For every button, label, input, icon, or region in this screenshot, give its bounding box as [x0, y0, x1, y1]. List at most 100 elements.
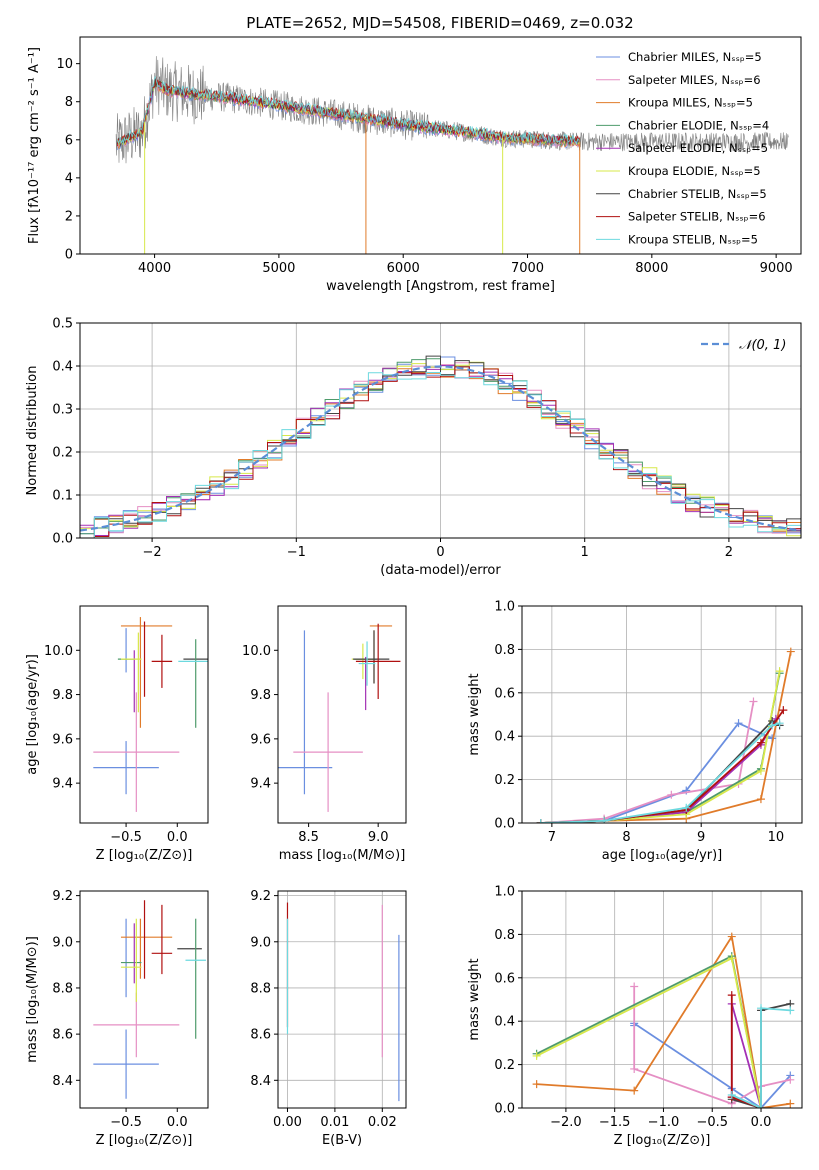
legend-label: Kroupa MILES, Nₛₛₚ=5: [628, 96, 753, 110]
residual-histogram: [80, 355, 801, 538]
weight-marker: [600, 816, 609, 823]
x-tick-label: 5000: [262, 261, 295, 276]
legend-label: Salpeter ELODIE, Nₛₛₚ=5: [628, 141, 768, 155]
plot-area: [93, 900, 206, 1099]
weight-marker: [667, 790, 676, 799]
ebv-mass-panel: 0.00 0.01 0.02 8.4 8.6 8.8 9.0 9.2 E(B-V): [250, 889, 407, 1148]
y-tick-label: 9.8: [52, 688, 73, 703]
weight-marker: [630, 1064, 639, 1073]
x-tick-label: −1.0: [648, 1115, 680, 1130]
x-tick-label: −2.0: [550, 1115, 582, 1130]
y-axis-label: mass weight: [467, 958, 482, 1040]
x-tick-label: 0: [436, 545, 444, 560]
residual-histogram: [80, 366, 801, 538]
y-tick-label: 0.2: [494, 773, 515, 788]
y-tick-label: 0.0: [494, 817, 515, 832]
plot-area: [80, 355, 801, 538]
y-tick-label: 10: [56, 57, 73, 72]
weight-marker: [682, 803, 691, 812]
x-tick-label: 0.01: [320, 1115, 349, 1130]
y-tick-label: 0.2: [494, 1058, 515, 1073]
weight-line: [731, 1007, 791, 1108]
x-axis-label: mass [log₁₀(M/M⊙)]: [279, 848, 406, 863]
y-tick-label: 0.0: [494, 1102, 515, 1117]
x-tick-label: −0.5: [696, 1115, 728, 1130]
axes-frame: [277, 890, 407, 1109]
y-axis-label: Normed distribution: [25, 366, 40, 496]
x-tick-label: 6000: [387, 261, 420, 276]
y-tick-label: 8.8: [52, 981, 73, 996]
y-tick-label: 8.4: [250, 1074, 271, 1089]
x-axis-label: age [log₁₀(age/yr)]: [602, 848, 723, 863]
weight-marker: [756, 795, 765, 804]
x-axis-label: E(B-V): [322, 1133, 362, 1148]
x-tick-label: 1: [581, 545, 589, 560]
weight-marker: [786, 647, 795, 656]
axes-frame: [277, 605, 407, 824]
weight-marker: [757, 1004, 766, 1013]
y-tick-label: 8.6: [250, 1028, 271, 1043]
y-tick-label: 9.0: [250, 935, 271, 950]
model-spectrum-line: [116, 75, 581, 145]
z-weight-panel: −2.0 −1.5 −1.0 −0.5 0.0 0.0 0.2 0.4 0.6 0.8 1.0 Z […: [467, 885, 803, 1148]
x-tick-label: 0.0: [167, 830, 188, 845]
y-axis-label: mass weight: [467, 673, 482, 755]
y-tick-label: 9.4: [52, 777, 73, 792]
axes-frame: [79, 605, 209, 824]
weight-marker: [775, 667, 784, 676]
y-tick-label: 8: [65, 95, 73, 110]
y-tick-label: 8.4: [52, 1074, 73, 1089]
y-tick-label: 0.2: [52, 446, 73, 461]
y-tick-label: 9.2: [250, 889, 271, 904]
y-tick-label: 10.0: [44, 644, 73, 659]
plot-area: [286, 902, 400, 1102]
y-tick-label: 0.8: [494, 928, 515, 943]
legend-label: Salpeter STELIB, Nₛₛₚ=6: [628, 210, 766, 224]
weight-marker: [532, 1051, 541, 1060]
x-tick-label: −1: [287, 545, 306, 560]
mass-age-panel: 8.5 9.0 9.4 9.6 9.8 10.0 mass [log₁₀(M/M⊙)]: [242, 605, 407, 863]
y-tick-label: 9.0: [52, 935, 73, 950]
x-tick-label: 7: [548, 830, 556, 845]
y-tick-label: 1.0: [494, 885, 515, 900]
x-tick-label: 0.02: [368, 1115, 397, 1130]
weight-marker: [727, 932, 736, 941]
y-tick-label: 0.4: [494, 1015, 515, 1030]
residual-histogram: [80, 372, 801, 538]
y-tick-label: 0.1: [52, 489, 73, 504]
weight-marker: [734, 719, 743, 728]
weight-marker: [756, 766, 765, 775]
x-tick-label: 8000: [635, 261, 668, 276]
y-axis-label: age [log₁₀(age/yr)]: [25, 654, 40, 775]
axes-frame: [79, 322, 802, 539]
y-tick-label: 0.0: [52, 532, 73, 547]
weight-marker: [727, 1090, 736, 1099]
x-tick-label: 9: [697, 830, 705, 845]
x-tick-label: 2: [725, 545, 733, 560]
weight-marker: [630, 1086, 639, 1095]
spectrum-panel: 4000 5000 6000 7000 8000 9000 0 2 4 6 8 10 wavelengt…: [27, 36, 802, 294]
legend-label: Kroupa STELIB, Nₛₛₚ=5: [628, 232, 758, 246]
x-tick-label: 9000: [760, 261, 793, 276]
weight-marker: [630, 982, 639, 991]
weight-marker: [757, 1104, 766, 1108]
y-tick-label: 0.6: [494, 971, 515, 986]
y-tick-label: 0.5: [52, 317, 73, 332]
y-tick-label: 2: [65, 209, 73, 224]
axes-frame: [79, 36, 802, 255]
x-tick-label: 0.00: [273, 1115, 302, 1130]
x-tick-label: 4000: [138, 261, 171, 276]
x-axis-label: Z [log₁₀(Z/Z⊙)]: [614, 1133, 711, 1148]
x-tick-label: −0.5: [110, 830, 142, 845]
y-tick-label: 10.0: [242, 644, 271, 659]
weight-marker: [532, 1080, 541, 1089]
y-tick-label: 6: [65, 133, 73, 148]
y-axis-label: mass [log₁₀(M/M⊙)]: [25, 936, 40, 1063]
y-tick-label: 9.2: [52, 889, 73, 904]
plot-area: [115, 56, 789, 254]
plot-area: [93, 617, 208, 812]
weight-line: [540, 722, 773, 823]
y-tick-label: 1.0: [494, 600, 515, 615]
x-tick-label: −2: [143, 545, 162, 560]
